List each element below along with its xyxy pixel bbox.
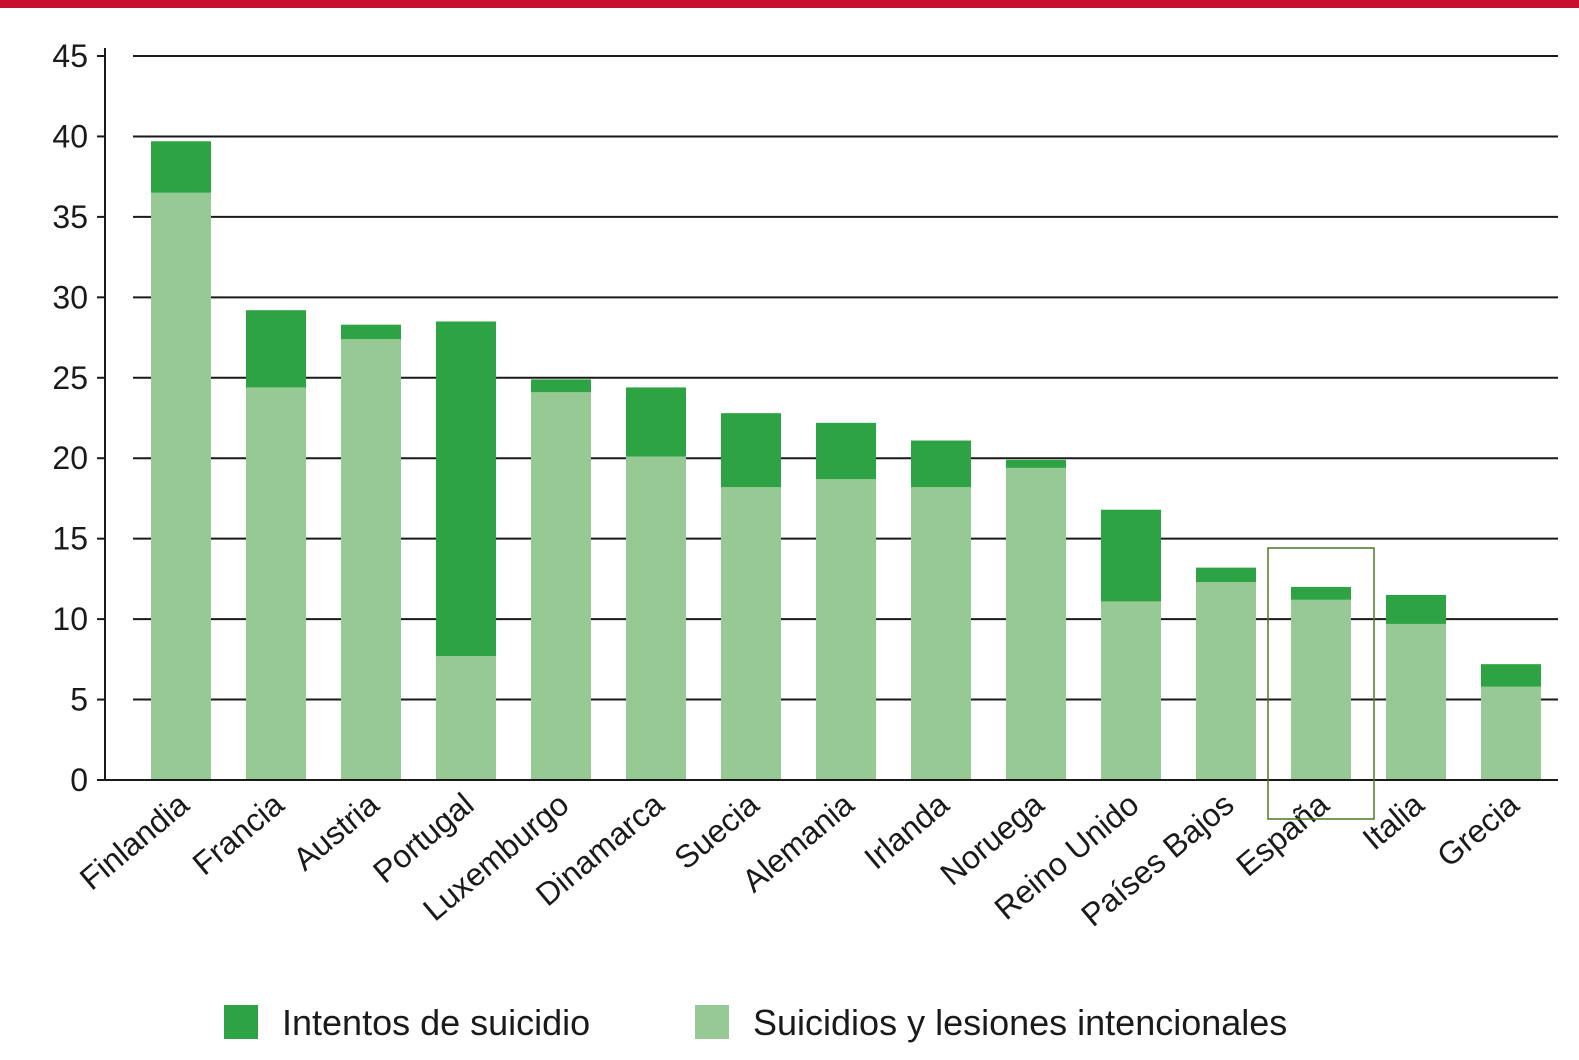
- bar-dinamarca-intentos: [626, 387, 686, 457]
- bar-espana-suicidios: [1291, 599, 1351, 780]
- bar-reino-unido-intentos: [1101, 509, 1161, 602]
- y-tick-label-35: 35: [52, 199, 88, 235]
- y-tick-label-30: 30: [52, 279, 88, 315]
- bar-austria-suicidios: [341, 339, 401, 780]
- bar-paises-bajos-intentos: [1196, 567, 1256, 583]
- y-tick-label-10: 10: [52, 601, 88, 637]
- y-tick-label-25: 25: [52, 360, 88, 396]
- top-accent-bar: [0, 0, 1579, 8]
- bars: [151, 141, 1541, 780]
- bar-irlanda-suicidios: [911, 487, 971, 780]
- bar-grecia-intentos: [1481, 664, 1541, 687]
- y-tick-label-40: 40: [52, 118, 88, 154]
- legend-swatch-suicidios-y-lesiones-intencionales: [695, 1005, 729, 1039]
- y-tick-label-15: 15: [52, 521, 88, 557]
- bar-suecia-intentos: [721, 413, 781, 488]
- bar-finlandia-intentos: [151, 141, 211, 193]
- bar-francia-intentos: [246, 310, 306, 388]
- y-tick-label-5: 5: [70, 682, 88, 718]
- x-label-italia: Italia: [1356, 786, 1431, 857]
- bar-grecia-suicidios: [1481, 686, 1541, 780]
- legend-label-intentos-de-suicidio: Intentos de suicidio: [282, 1002, 590, 1043]
- bar-austria-intentos: [341, 324, 401, 340]
- x-axis-labels: FinlandiaFranciaAustriaPortugalLuxemburg…: [73, 786, 1526, 934]
- axes: [104, 48, 1558, 781]
- bar-noruega-suicidios: [1006, 467, 1066, 780]
- x-label-espana: España: [1229, 786, 1335, 883]
- highlight-rect-espana: [1267, 547, 1375, 820]
- x-label-grecia: Grecia: [1430, 786, 1525, 874]
- bar-italia-suicidios: [1386, 623, 1446, 780]
- bar-luxemburgo-intentos: [531, 379, 591, 393]
- bar-luxemburgo-suicidios: [531, 392, 591, 780]
- bar-suecia-suicidios: [721, 487, 781, 780]
- legend: Intentos de suicidio Suicidios y lesiones…: [224, 1002, 1287, 1043]
- bar-reino-unido-suicidios: [1101, 601, 1161, 780]
- highlight-box: [1267, 547, 1375, 820]
- bar-paises-bajos-suicidios: [1196, 582, 1256, 780]
- legend-swatch-intentos-de-suicidio: [224, 1005, 258, 1039]
- legend-label-suicidios-y-lesiones-intencionales: Suicidios y lesiones intencionales: [753, 1002, 1287, 1043]
- bar-portugal-intentos: [436, 321, 496, 657]
- bar-dinamarca-suicidios: [626, 456, 686, 780]
- x-label-finlandia: Finlandia: [73, 786, 196, 897]
- bar-alemania-suicidios: [816, 479, 876, 780]
- bar-irlanda-intentos: [911, 440, 971, 488]
- y-tick-label-45: 45: [52, 38, 88, 74]
- bar-italia-intentos: [1386, 594, 1446, 624]
- bar-alemania-intentos: [816, 422, 876, 480]
- bar-portugal-suicidios: [436, 656, 496, 780]
- y-tick-label-20: 20: [52, 440, 88, 476]
- bar-francia-suicidios: [246, 387, 306, 780]
- bar-finlandia-suicidios: [151, 192, 211, 780]
- y-tick-label-0: 0: [70, 762, 88, 798]
- y-axis-ticks: 0 5 10 15 20 25 30 35 40 45: [52, 38, 105, 798]
- x-label-francia: Francia: [186, 786, 291, 882]
- bar-espana-intentos: [1291, 586, 1351, 600]
- bar-noruega-intentos: [1006, 459, 1066, 468]
